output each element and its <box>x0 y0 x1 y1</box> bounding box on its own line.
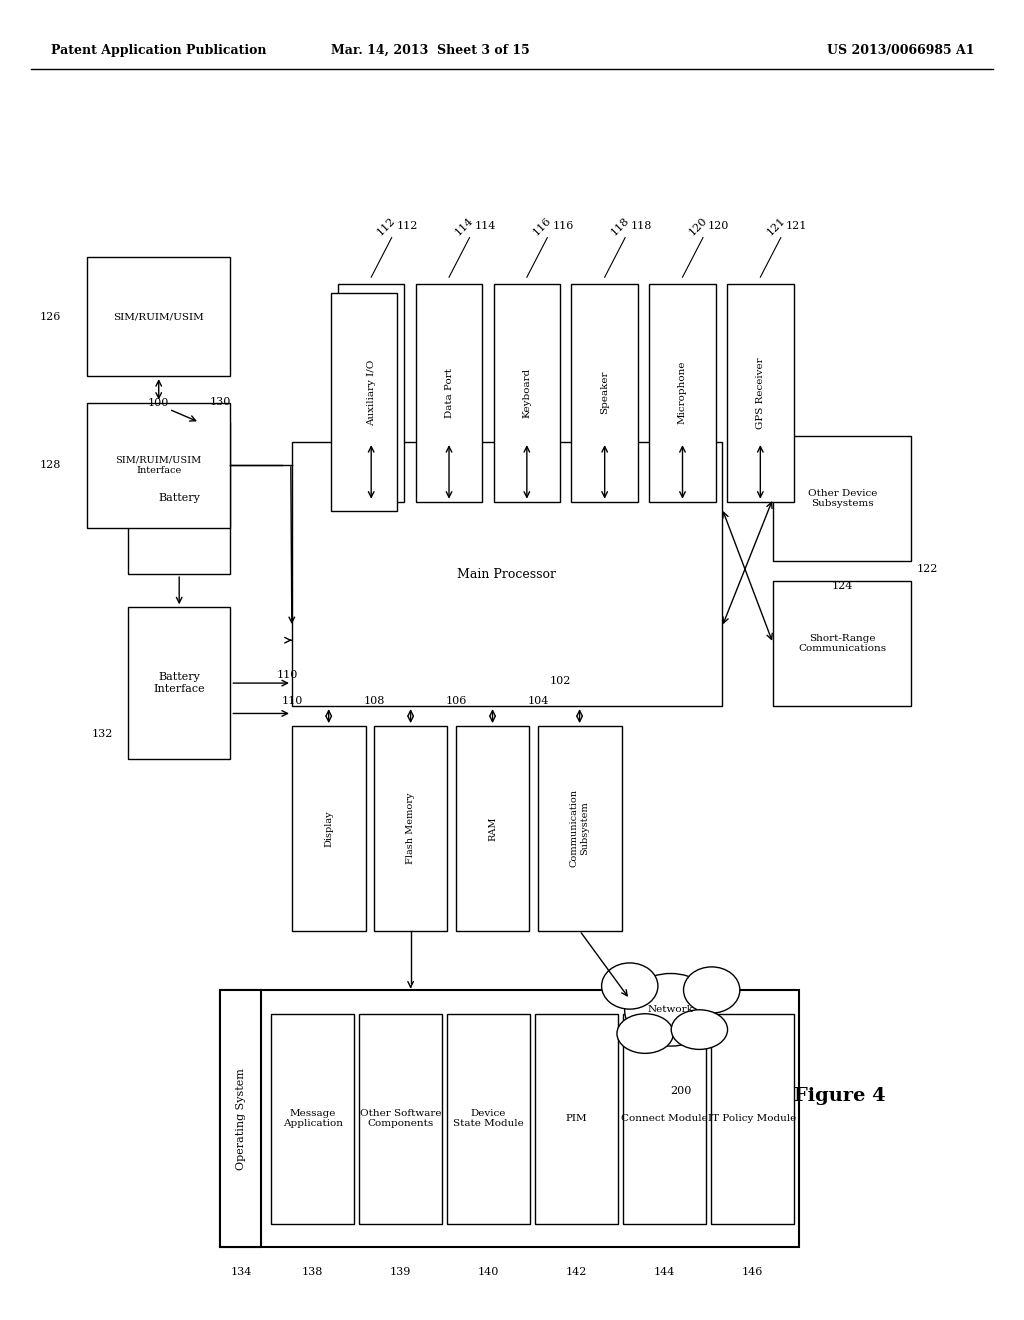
Text: 128: 128 <box>40 461 61 470</box>
Text: 200: 200 <box>671 1086 691 1097</box>
Text: Connect Module: Connect Module <box>621 1114 708 1123</box>
FancyBboxPatch shape <box>128 607 230 759</box>
FancyBboxPatch shape <box>535 1014 617 1224</box>
Text: 120: 120 <box>709 220 729 231</box>
Text: Network: Network <box>648 1006 693 1014</box>
Text: 112: 112 <box>376 215 397 238</box>
Text: 140: 140 <box>478 1267 500 1278</box>
FancyBboxPatch shape <box>87 403 230 528</box>
Text: 106: 106 <box>445 696 467 706</box>
Text: SIM/RUIM/USIM
Interface: SIM/RUIM/USIM Interface <box>116 455 202 475</box>
FancyBboxPatch shape <box>220 990 799 1247</box>
Text: Operating System: Operating System <box>236 1068 246 1170</box>
Text: 110: 110 <box>282 696 303 706</box>
Text: 139: 139 <box>390 1267 412 1278</box>
FancyBboxPatch shape <box>338 284 404 502</box>
Text: 118: 118 <box>609 215 631 238</box>
Text: 121: 121 <box>786 220 807 231</box>
Text: 130: 130 <box>210 396 230 407</box>
Text: Message
Application: Message Application <box>283 1109 343 1129</box>
Text: 100: 100 <box>148 397 169 408</box>
Text: Battery: Battery <box>159 494 200 503</box>
Text: Short-Range
Communications: Short-Range Communications <box>798 634 887 653</box>
Text: IT Policy Module: IT Policy Module <box>708 1114 797 1123</box>
Text: 104: 104 <box>527 696 549 706</box>
Text: Mar. 14, 2013  Sheet 3 of 15: Mar. 14, 2013 Sheet 3 of 15 <box>331 44 529 57</box>
Text: 112: 112 <box>397 220 418 231</box>
Text: 142: 142 <box>565 1267 587 1278</box>
FancyBboxPatch shape <box>571 284 638 502</box>
Text: 146: 146 <box>741 1267 763 1278</box>
FancyBboxPatch shape <box>538 726 622 931</box>
FancyBboxPatch shape <box>271 1014 354 1224</box>
Text: Speaker: Speaker <box>600 371 609 414</box>
Text: Keyboard: Keyboard <box>522 367 531 418</box>
Ellipse shape <box>601 964 657 1010</box>
Text: 144: 144 <box>653 1267 675 1278</box>
FancyBboxPatch shape <box>727 284 794 502</box>
Text: PIM: PIM <box>565 1114 587 1123</box>
Text: 102: 102 <box>550 676 571 686</box>
FancyBboxPatch shape <box>220 990 261 1247</box>
Text: Other Software
Components: Other Software Components <box>359 1109 441 1129</box>
Text: 116: 116 <box>531 215 553 238</box>
FancyBboxPatch shape <box>711 1014 794 1224</box>
Text: Figure 4: Figure 4 <box>794 1086 886 1105</box>
Text: RAM: RAM <box>488 816 497 841</box>
Text: 121: 121 <box>765 215 786 238</box>
Text: 116: 116 <box>553 220 573 231</box>
Text: 110: 110 <box>278 669 298 680</box>
Text: Communication
Subsystem: Communication Subsystem <box>570 789 589 867</box>
Text: 120: 120 <box>687 215 709 238</box>
FancyBboxPatch shape <box>128 422 230 574</box>
FancyBboxPatch shape <box>447 1014 530 1224</box>
Text: GPS Receiver: GPS Receiver <box>756 356 765 429</box>
Text: 126: 126 <box>40 312 61 322</box>
Text: Battery
Interface: Battery Interface <box>154 672 205 694</box>
FancyBboxPatch shape <box>623 1014 706 1224</box>
Text: Auxiliary I/O: Auxiliary I/O <box>367 359 376 426</box>
Ellipse shape <box>672 1010 727 1049</box>
Text: 132: 132 <box>92 729 113 739</box>
FancyBboxPatch shape <box>374 726 447 931</box>
FancyBboxPatch shape <box>416 284 482 502</box>
Text: 108: 108 <box>364 696 385 706</box>
FancyBboxPatch shape <box>456 726 529 931</box>
Text: Flash Memory: Flash Memory <box>407 792 415 865</box>
FancyBboxPatch shape <box>331 293 397 511</box>
FancyBboxPatch shape <box>87 257 230 376</box>
Text: Device
State Module: Device State Module <box>454 1109 524 1129</box>
Text: Patent Application Publication: Patent Application Publication <box>51 44 266 57</box>
Text: Main Processor: Main Processor <box>458 568 556 581</box>
Ellipse shape <box>684 966 739 1014</box>
Text: US 2013/0066985 A1: US 2013/0066985 A1 <box>827 44 975 57</box>
Text: Data Port: Data Port <box>444 368 454 417</box>
Text: 134: 134 <box>230 1267 252 1278</box>
FancyBboxPatch shape <box>292 726 366 931</box>
Text: Microphone: Microphone <box>678 360 687 425</box>
FancyBboxPatch shape <box>649 284 716 502</box>
FancyBboxPatch shape <box>773 581 911 706</box>
Ellipse shape <box>625 974 717 1045</box>
Text: 138: 138 <box>302 1267 324 1278</box>
Text: 124: 124 <box>831 581 853 591</box>
FancyBboxPatch shape <box>773 436 911 561</box>
FancyBboxPatch shape <box>359 1014 442 1224</box>
Text: 114: 114 <box>475 220 496 231</box>
Text: 118: 118 <box>631 220 651 231</box>
Text: SIM/RUIM/USIM: SIM/RUIM/USIM <box>114 313 204 321</box>
Text: 114: 114 <box>454 215 475 238</box>
Ellipse shape <box>616 1014 674 1053</box>
Text: 122: 122 <box>916 564 938 574</box>
FancyBboxPatch shape <box>292 442 722 706</box>
Text: Other Device
Subsystems: Other Device Subsystems <box>808 488 877 508</box>
FancyBboxPatch shape <box>494 284 560 502</box>
Text: Display: Display <box>325 810 333 846</box>
